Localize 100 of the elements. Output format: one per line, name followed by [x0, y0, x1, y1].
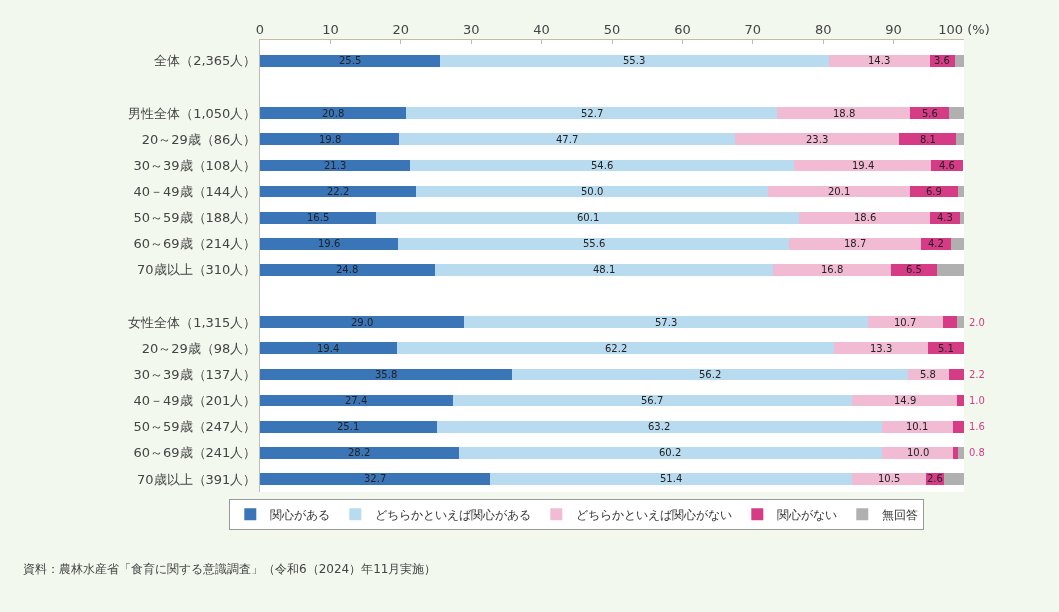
bar — [942, 316, 957, 329]
bar — [376, 211, 800, 224]
x-tick-label: 80 — [814, 21, 832, 37]
bar — [396, 342, 835, 355]
bar — [958, 446, 964, 459]
data-label: 29.0 — [351, 317, 374, 328]
bar — [260, 473, 491, 485]
data-label: 6.9 — [926, 186, 942, 197]
y-tick-label: 60～69歳（214人） — [133, 236, 257, 252]
data-label: 16.8 — [821, 264, 844, 275]
data-label: 4.3 — [937, 212, 953, 223]
data-label: 25.1 — [337, 421, 360, 432]
data-label: 3.6 — [934, 55, 950, 66]
bar — [928, 342, 964, 355]
bar — [260, 316, 465, 329]
bar — [397, 237, 790, 250]
y-tick-label: 50～59歳（188人） — [133, 210, 257, 226]
data-label: 14.9 — [894, 395, 917, 406]
bar — [260, 107, 407, 120]
bar — [416, 185, 769, 198]
data-label: 0.8 — [969, 447, 985, 458]
x-tick-label: 10 — [322, 21, 339, 37]
bar — [867, 316, 943, 329]
y-tick-label: 50～59歳（247人） — [133, 419, 257, 435]
y-tick-label: 20～29歳（86人） — [141, 131, 257, 147]
bar — [881, 420, 953, 433]
bar — [882, 446, 953, 459]
data-label: 50.0 — [581, 186, 604, 197]
bar — [735, 133, 900, 146]
bar — [260, 211, 377, 224]
data-label: 8.1 — [920, 134, 936, 145]
data-label: 20.8 — [322, 108, 345, 119]
legend-label: どちらかといえば関心がない — [576, 507, 733, 522]
bar — [828, 55, 930, 67]
x-tick-label: 40 — [533, 21, 550, 37]
bar — [952, 420, 964, 433]
bar — [260, 368, 513, 381]
data-label: 54.6 — [591, 160, 614, 171]
data-label: 56.7 — [641, 395, 664, 406]
data-label: 35.8 — [375, 369, 398, 380]
data-label: 60.2 — [659, 447, 682, 458]
data-label: 6.5 — [906, 264, 922, 275]
data-label: 4.2 — [928, 238, 944, 249]
data-label: 2.6 — [927, 473, 943, 484]
bar — [944, 473, 964, 485]
bar — [464, 316, 868, 329]
y-tick-label: 40－49歳（144人） — [133, 184, 257, 200]
bar — [899, 133, 957, 146]
bar — [260, 394, 453, 407]
data-label: 60.1 — [577, 212, 600, 223]
data-label: 14.3 — [868, 55, 891, 66]
data-label: 1.0 — [969, 395, 985, 406]
x-tick-label: 70 — [744, 21, 762, 37]
x-tick-label: 50 — [603, 21, 621, 37]
bar — [956, 133, 964, 146]
x-tick-label: 30 — [462, 21, 480, 37]
bar — [436, 420, 882, 433]
data-label: 1.6 — [969, 421, 985, 432]
data-label: 19.4 — [317, 343, 340, 354]
data-label: 52.7 — [581, 108, 604, 119]
data-label: 19.6 — [318, 238, 341, 249]
x-tick-label: 100 (%) — [938, 21, 990, 37]
bar — [948, 368, 964, 381]
data-label: 19.8 — [319, 134, 342, 145]
bar — [956, 316, 964, 329]
legend-label: どちらかといえば関心がある — [375, 507, 532, 522]
bar — [956, 394, 964, 407]
x-tick-label: 0 — [255, 21, 265, 37]
text: 資料：農林水産省「食育に関する意識調査」（令和6（2024）年11月実施） — [23, 562, 437, 576]
bar — [406, 107, 778, 120]
bar — [512, 368, 908, 381]
data-label: 2.0 — [969, 317, 985, 328]
data-label: 63.2 — [648, 421, 671, 432]
data-label: 27.4 — [345, 395, 368, 406]
data-label: 13.3 — [870, 343, 893, 354]
data-label: 10.5 — [878, 473, 901, 484]
bar — [260, 446, 459, 459]
data-label: 5.8 — [920, 369, 936, 380]
data-label: 57.3 — [655, 317, 678, 328]
bar — [260, 55, 440, 67]
bar — [777, 107, 910, 120]
y-tick-label: 男性全体（1,050人） — [128, 105, 257, 121]
bar — [434, 264, 774, 276]
data-label: 25.5 — [339, 55, 362, 66]
data-label: 5.1 — [938, 343, 954, 354]
data-label: 56.2 — [699, 369, 722, 380]
data-label: 16.5 — [307, 212, 330, 223]
bar — [409, 159, 795, 172]
bar — [260, 237, 398, 250]
data-label: 28.2 — [348, 447, 371, 458]
data-label: 48.1 — [593, 264, 616, 275]
bar — [799, 211, 931, 224]
bar — [834, 342, 929, 355]
data-label: 5.6 — [922, 108, 938, 119]
x-tick-label: 20 — [392, 21, 410, 37]
legend-label: 関心がある — [270, 507, 331, 522]
bar — [260, 133, 400, 146]
bar — [399, 133, 736, 146]
data-label: 51.4 — [660, 473, 683, 484]
y-tick-label: 60～69歳（241人） — [133, 445, 257, 461]
